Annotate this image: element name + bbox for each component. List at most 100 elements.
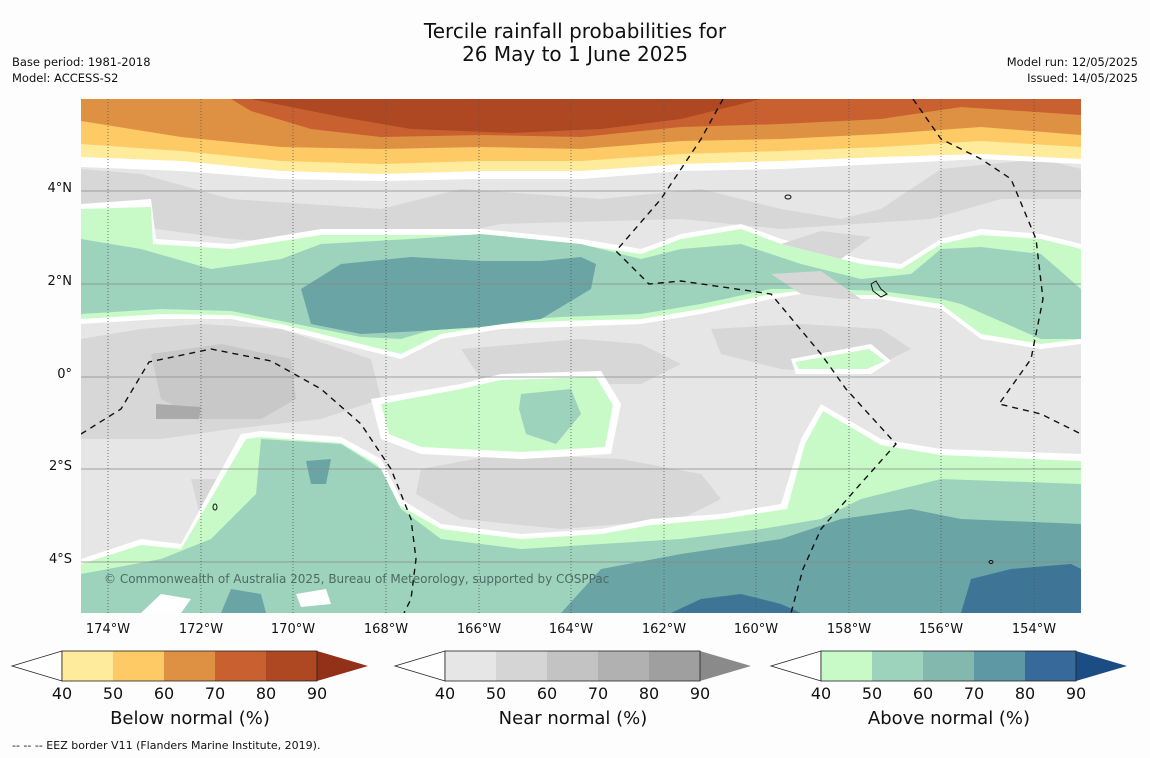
colorbar-near-tick: 60 (536, 684, 558, 703)
eez-footnote: -- -- -- EEZ border V11 (Flanders Marine… (12, 739, 321, 752)
near-normal-50-patch (771, 271, 861, 299)
colorbar-above-segment-4 (974, 651, 1025, 681)
colorbar-near-normal (393, 650, 751, 682)
lon-label-164w: 164°W (548, 622, 594, 637)
island-kiritimati (870, 280, 888, 298)
colorbar-above-segment-3 (923, 651, 974, 681)
colorbar-near-under-triangle (393, 650, 446, 682)
lat-label-4s: 4°S (48, 552, 72, 567)
colorbar-below-normal (10, 650, 368, 682)
colorbar-near-tick: 70 (587, 684, 609, 703)
colorbar-above-tick: 70 (963, 684, 985, 703)
map-title-line2: 26 May to 1 June 2025 (462, 42, 688, 66)
above-normal-80-east (961, 564, 1081, 613)
near-normal-50-south (416, 454, 721, 529)
model-text: Model: ACCESS-S2 (12, 71, 119, 85)
colorbar-near-tick: 90 (689, 684, 711, 703)
white-gap-sw (141, 594, 191, 613)
colorbar-above-segment-1 (821, 651, 872, 681)
colorbar-below-tick: 50 (102, 684, 124, 703)
lon-label-160w: 160°W (733, 622, 779, 637)
island-south (212, 503, 218, 511)
lon-label-168w: 168°W (363, 622, 409, 637)
colorbar-above-normal (769, 650, 1127, 682)
lat-label-2n: 2°N (47, 274, 73, 289)
colorbar-below-segment-3 (164, 651, 215, 681)
above-normal-70-island (306, 459, 331, 484)
colorbar-above-over-triangle (1076, 651, 1127, 681)
colorbar-above-tick: 50 (861, 684, 883, 703)
colorbar-above-label: Above normal (%) (867, 708, 1031, 729)
lon-label-172w: 172°W (178, 622, 224, 637)
above-normal-70-band (301, 257, 596, 334)
issued-text: Issued: 14/05/2025 (1027, 71, 1138, 85)
above-normal-70-sw (221, 589, 266, 613)
near-normal-70-west (156, 404, 201, 419)
island-north (784, 194, 792, 200)
colorbar-below-tick: 40 (51, 684, 73, 703)
colorbar-above-tick: 60 (912, 684, 934, 703)
colorbar-near-label: Near normal (%) (498, 708, 648, 729)
colorbar-above-under-triangle (769, 650, 822, 682)
colorbar-below-segment-4 (215, 651, 266, 681)
below-normal-80 (251, 99, 761, 133)
above-normal-70-south (561, 509, 1081, 613)
colorbar-above-segment-2 (872, 651, 923, 681)
colorbar-below-tick: 60 (153, 684, 175, 703)
colorbar-below-segment-2 (113, 651, 164, 681)
lon-label-158w: 158°W (826, 622, 872, 637)
colorbar-near-segment-3 (547, 651, 598, 681)
colorbar-below-label: Below normal (%) (110, 708, 270, 729)
colorbar-below-tick: 80 (255, 684, 277, 703)
colorbar-above-tick: 40 (810, 684, 832, 703)
colorbar-near-tick: 80 (638, 684, 660, 703)
colorbar-below-over-triangle (317, 651, 368, 681)
white-gap-s (296, 589, 331, 607)
lon-label-166w: 166°W (456, 622, 502, 637)
near-normal-50-centre (461, 339, 681, 384)
islands (212, 194, 994, 564)
run-info: Model run: 12/05/2025 Issued: 14/05/2025 (1007, 54, 1138, 86)
island-southeast (988, 560, 994, 564)
colorbar-above-segment-5 (1025, 651, 1076, 681)
probability-map (81, 99, 1081, 613)
colorbar-below-tick: 90 (306, 684, 328, 703)
colorbar-near-segment-4 (598, 651, 649, 681)
lat-label-equator: 0° (57, 367, 72, 382)
lat-label-4n: 4°N (47, 181, 73, 196)
above-normal-80-patch (671, 594, 801, 613)
eez-borders (81, 99, 1081, 613)
lon-label-154w: 154°W (1011, 622, 1057, 637)
graticule (81, 190, 1081, 563)
copyright-text: © Commonwealth of Australia 2025, Bureau… (104, 572, 610, 586)
colorbar-below-segment-1 (62, 651, 113, 681)
colorbar-below-segment-5 (266, 651, 317, 681)
above-normal-40-east (795, 349, 885, 369)
near-normal-50-north (81, 159, 1081, 249)
colorbar-near-over-triangle (700, 651, 751, 681)
map-canvas (81, 99, 1081, 613)
colorbar-near-segment-2 (496, 651, 547, 681)
colorbar-near-tick: 40 (434, 684, 456, 703)
lat-label-2s: 2°S (48, 459, 72, 474)
near-normal-60-west (151, 344, 296, 419)
colorbar-near-tick: 50 (485, 684, 507, 703)
base-period-text: Base period: 1981-2018 (12, 55, 151, 69)
map-title-line1: Tercile rainfall probabilities for (423, 19, 727, 43)
colorbar-above-tick: 80 (1014, 684, 1036, 703)
colorbar-below-tick: 70 (204, 684, 226, 703)
model-run-text: Model run: 12/05/2025 (1006, 55, 1138, 69)
lon-label-162w: 162°W (641, 622, 687, 637)
lon-label-170w: 170°W (270, 622, 316, 637)
lon-label-174w: 174°W (85, 622, 131, 637)
lon-label-156w: 156°W (918, 622, 964, 637)
model-info: Base period: 1981-2018 Model: ACCESS-S2 (12, 54, 151, 86)
near-normal-50-patch-2 (781, 231, 871, 259)
colorbar-below-under-triangle (10, 650, 63, 682)
eez-border-west (81, 348, 417, 613)
colorbar-above-tick: 90 (1065, 684, 1087, 703)
eez-border-east (912, 99, 1081, 435)
colorbar-near-segment-1 (445, 651, 496, 681)
above-normal-50-center (519, 389, 581, 444)
colorbar-near-segment-5 (649, 651, 700, 681)
